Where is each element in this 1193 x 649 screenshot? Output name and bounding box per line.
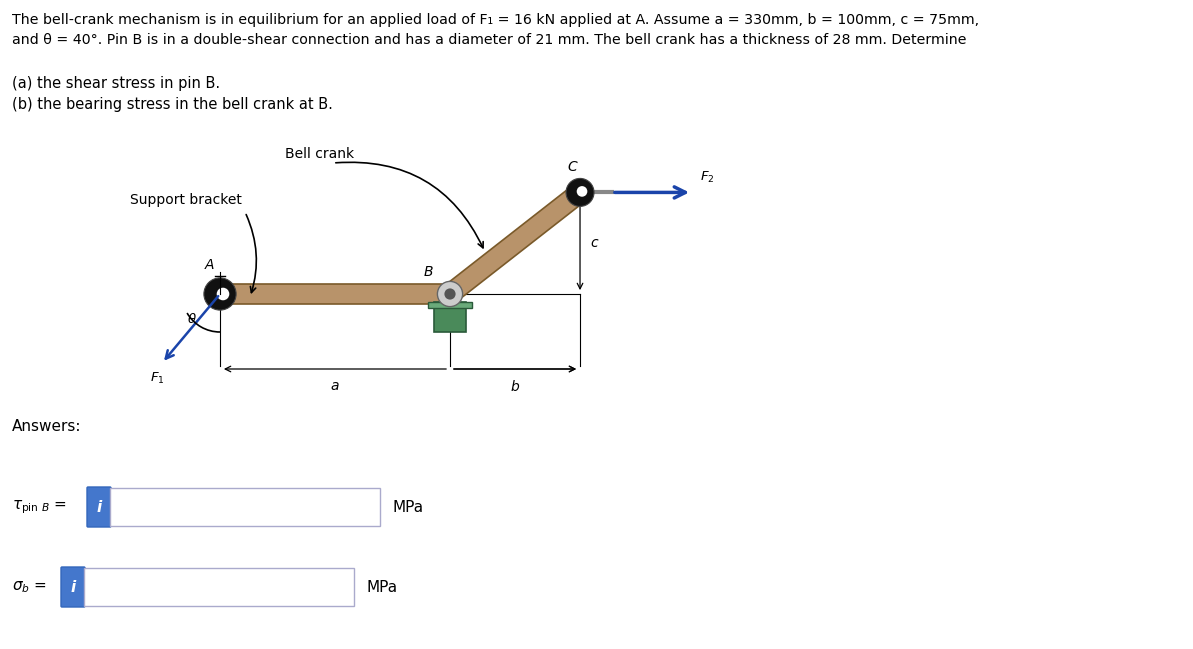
Circle shape: [565, 178, 594, 206]
Text: Bell crank: Bell crank: [285, 147, 354, 161]
Text: $b$: $b$: [509, 379, 520, 394]
Text: $B$: $B$: [422, 265, 433, 279]
Polygon shape: [444, 184, 586, 302]
Text: i: i: [97, 500, 101, 515]
Bar: [428, 302, 472, 308]
Bar: [84, 568, 354, 606]
Circle shape: [438, 282, 463, 306]
Text: i: i: [70, 580, 75, 594]
Text: (b) the bearing stress in the bell crank at B.: (b) the bearing stress in the bell crank…: [12, 97, 333, 112]
Bar: [110, 488, 381, 526]
Text: $\tau_{\mathrm{pin}\ B}$ =: $\tau_{\mathrm{pin}\ B}$ =: [12, 498, 67, 516]
Text: $F_1$: $F_1$: [150, 371, 165, 386]
Text: MPa: MPa: [366, 580, 397, 594]
Text: Answers:: Answers:: [12, 419, 81, 434]
Text: $A$: $A$: [204, 258, 216, 272]
Text: $C$: $C$: [567, 160, 579, 175]
Text: $\theta$: $\theta$: [187, 312, 197, 326]
Text: $c$: $c$: [591, 236, 599, 251]
Circle shape: [217, 288, 229, 300]
Text: Support bracket: Support bracket: [130, 193, 242, 207]
Text: $F_2$: $F_2$: [700, 170, 715, 185]
Circle shape: [576, 186, 587, 197]
FancyBboxPatch shape: [61, 567, 85, 607]
Bar: [434, 302, 466, 332]
Text: and θ = 40°. Pin B is in a double-shear connection and has a diameter of 21 mm. : and θ = 40°. Pin B is in a double-shear …: [12, 33, 966, 47]
Text: The bell-crank mechanism is in equilibrium for an applied load of F₁ = 16 kN app: The bell-crank mechanism is in equilibri…: [12, 13, 979, 27]
Text: MPa: MPa: [392, 500, 424, 515]
Text: $\sigma_b$ =: $\sigma_b$ =: [12, 579, 47, 595]
FancyBboxPatch shape: [87, 487, 111, 527]
Circle shape: [204, 278, 236, 310]
Polygon shape: [220, 284, 450, 304]
Text: $a$: $a$: [330, 379, 340, 393]
Text: (a) the shear stress in pin B.: (a) the shear stress in pin B.: [12, 76, 221, 91]
Circle shape: [445, 288, 456, 300]
